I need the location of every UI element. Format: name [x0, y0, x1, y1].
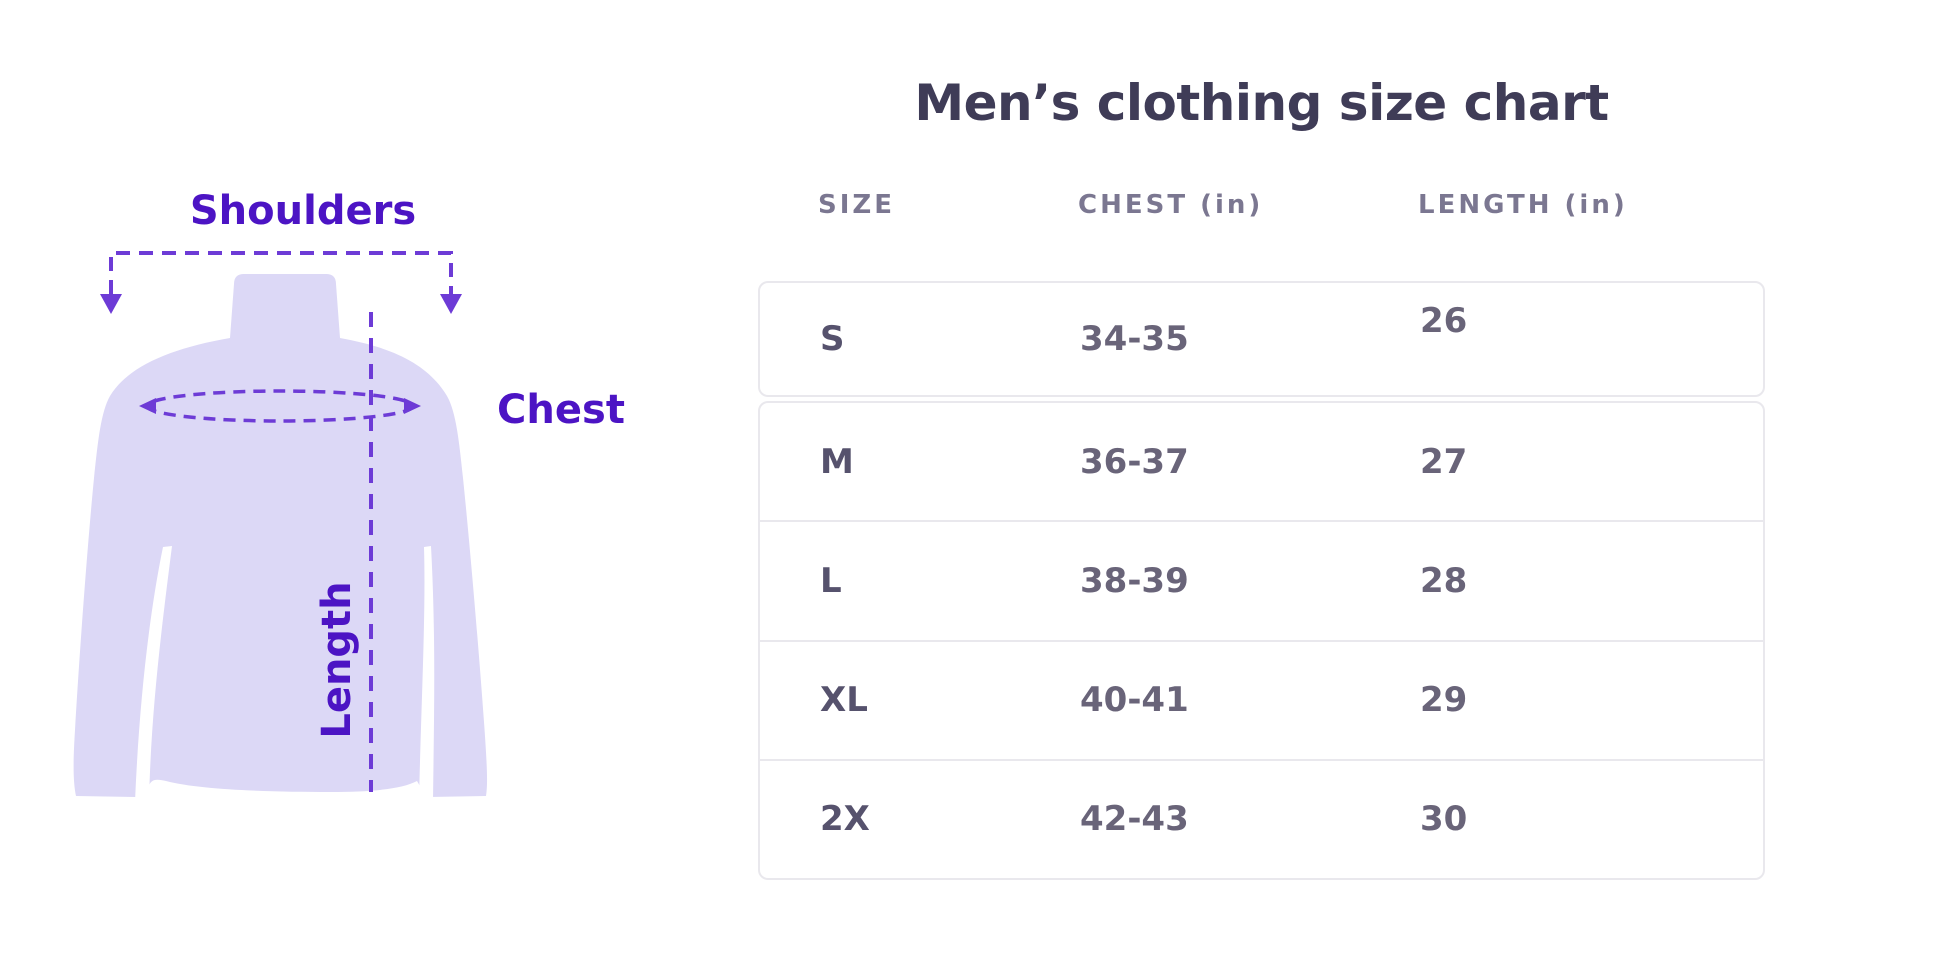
length-cell: 26	[1420, 301, 1468, 341]
chest-label: Chest	[497, 387, 625, 433]
page-title: Men’s clothing size chart	[914, 74, 1609, 132]
length-label: Length	[314, 581, 360, 739]
size-cell: L	[820, 560, 842, 601]
size-table: Men’s clothing size chart SIZE CHEST (in…	[758, 0, 1765, 977]
chest-cell: 34-35	[1080, 319, 1189, 359]
chest-cell: 38-39	[1080, 560, 1189, 601]
right-sleeve-seam	[419, 546, 435, 802]
chest-cell: 42-43	[1080, 799, 1189, 840]
arrow-right-icon	[404, 398, 421, 414]
size-cell: M	[820, 441, 854, 482]
shirt-diagram	[73, 251, 488, 802]
shoulders-bracket	[109, 251, 453, 294]
table-card-rest: M 36-37 27 L 38-39 28 XL 40-41 29 2X 42-…	[758, 401, 1765, 880]
arrow-left-icon	[139, 398, 156, 414]
shoulders-label: Shoulders	[189, 188, 417, 234]
size-cell: S	[820, 319, 845, 359]
length-cell: 28	[1420, 560, 1468, 601]
column-header-size: SIZE	[818, 190, 896, 220]
chest-cell: 40-41	[1080, 680, 1189, 721]
table-row: XL 40-41 29	[760, 639, 1763, 759]
column-header-length: LENGTH (in)	[1418, 190, 1628, 220]
size-cell: XL	[820, 680, 868, 721]
chest-cell: 36-37	[1080, 441, 1189, 482]
size-cell: 2X	[820, 799, 870, 840]
length-cell: 30	[1420, 799, 1468, 840]
shirt-shape	[73, 274, 488, 797]
arrow-down-icon	[100, 294, 122, 314]
table-card-first: S 34-35 26	[758, 281, 1765, 397]
column-header-chest: CHEST (in)	[1078, 190, 1264, 220]
arrow-down-icon	[440, 294, 462, 314]
table-row: S 34-35 26	[760, 283, 1763, 395]
length-cell: 27	[1420, 441, 1468, 482]
table-row: L 38-39 28	[760, 520, 1763, 639]
table-row: M 36-37 27	[760, 403, 1763, 520]
table-row: 2X 42-43 30	[760, 758, 1763, 878]
length-cell: 29	[1420, 680, 1468, 721]
left-sleeve-seam	[135, 546, 172, 802]
table-header-row: SIZE CHEST (in) LENGTH (in)	[758, 190, 1765, 220]
